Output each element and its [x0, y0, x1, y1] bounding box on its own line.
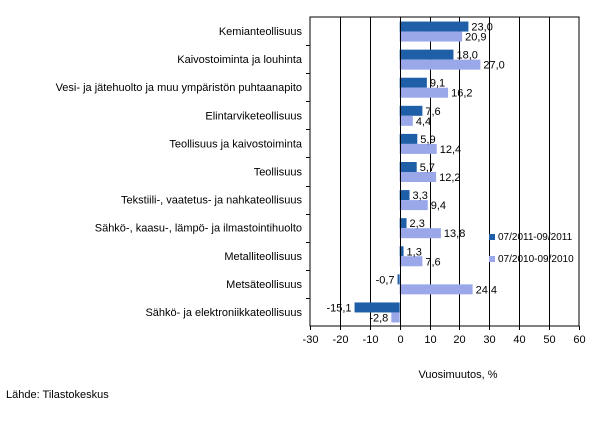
bar [399, 162, 417, 172]
bar [399, 49, 454, 60]
category-label: Metsäteollisuus [226, 279, 302, 291]
x-axis-title: Vuosimuutos, % [418, 369, 497, 381]
bar [399, 172, 437, 182]
x-tick-label: 30 [483, 334, 495, 346]
category-label: Teollisuus ja kaivostoiminta [169, 138, 303, 150]
category-label: Kaivostoiminta ja louhinta [177, 54, 303, 66]
category-label: Sähkö-, kaasu-, lämpö- ja ilmastointihuo… [95, 223, 302, 235]
bar [399, 190, 410, 201]
bar [399, 77, 427, 88]
bar [399, 59, 481, 70]
x-tick-label: 40 [513, 334, 525, 346]
bar [399, 200, 428, 211]
legend-swatch [489, 256, 495, 262]
bar-layer [354, 21, 481, 323]
data-label: 9,4 [431, 200, 446, 212]
data-label: 9,1 [430, 78, 445, 90]
bar [399, 218, 407, 229]
category-label: Vesi- ja jätehuolto ja muu ympäristön pu… [56, 82, 302, 94]
data-label: 13,8 [444, 228, 465, 240]
data-label: 16,2 [451, 88, 472, 100]
x-tick-label: 20 [453, 334, 465, 346]
category-label: Sähkö- ja elektroniikkateollisuus [145, 307, 302, 319]
bar [399, 284, 473, 295]
label-layer: Kemianteollisuus 23,020,9 Kaivostoiminta j… [56, 22, 505, 325]
category-label: Metalliteollisuus [224, 251, 302, 263]
data-label: 18,0 [456, 50, 477, 62]
bar [399, 115, 413, 126]
x-tick-label: 10 [424, 334, 436, 346]
bar [399, 228, 441, 239]
bar [399, 246, 404, 257]
data-label: 3,3 [413, 190, 428, 202]
data-label: 1,3 [407, 246, 422, 258]
data-label: 7,6 [425, 106, 440, 118]
data-label: 12,2 [439, 172, 460, 184]
data-label: 2,3 [410, 218, 425, 230]
bar [399, 133, 418, 144]
data-label: 7,6 [425, 256, 440, 268]
bar [354, 302, 400, 313]
x-tick-label: -20 [333, 334, 349, 346]
bar [399, 143, 437, 154]
data-label: 5,7 [420, 162, 435, 174]
category-label: Teollisuus [254, 167, 303, 179]
data-label: 4,4 [416, 116, 431, 128]
x-tick-label: 0 [397, 334, 403, 346]
plot-frame [309, 16, 580, 327]
x-tick-label: 60 [573, 334, 585, 346]
data-label: 5,9 [420, 134, 435, 146]
x-tick-label: -30 [303, 334, 319, 346]
category-label: Elintarviketeollisuus [205, 110, 302, 122]
axis-layer: -30 -20 -10 0 10 20 30 40 50 60 Vuosimuutos, % [303, 17, 586, 381]
legend-label: 07/2010-09/2010 [498, 254, 574, 265]
bar [397, 274, 400, 285]
bar [391, 312, 400, 323]
legend: 07/2011-09/2011 07/2010-09/2010 [489, 232, 574, 265]
x-tick-label: -10 [363, 334, 379, 346]
legend-label: 07/2011-09/2011 [498, 232, 573, 243]
legend-swatch [489, 234, 495, 240]
bar [399, 256, 423, 267]
bar [399, 31, 463, 42]
data-label: 27,0 [483, 60, 504, 72]
x-tick-label: 50 [543, 334, 555, 346]
data-label: -0,7 [376, 274, 395, 286]
category-label: Kemianteollisuus [219, 26, 303, 38]
data-label: -2,8 [369, 312, 388, 324]
data-label: 23,0 [471, 22, 492, 34]
bar [399, 105, 423, 116]
bar [399, 87, 449, 98]
data-label: 24,4 [476, 284, 497, 296]
data-label: 20,9 [465, 32, 486, 44]
bar [399, 21, 469, 32]
data-label: -15,1 [326, 302, 351, 314]
category-label: Tekstiili-, vaatetus- ja nahkateollisuus [121, 195, 302, 207]
source-note: Lähde: Tilastokeskus [6, 389, 109, 401]
data-label: 12,4 [440, 144, 461, 156]
